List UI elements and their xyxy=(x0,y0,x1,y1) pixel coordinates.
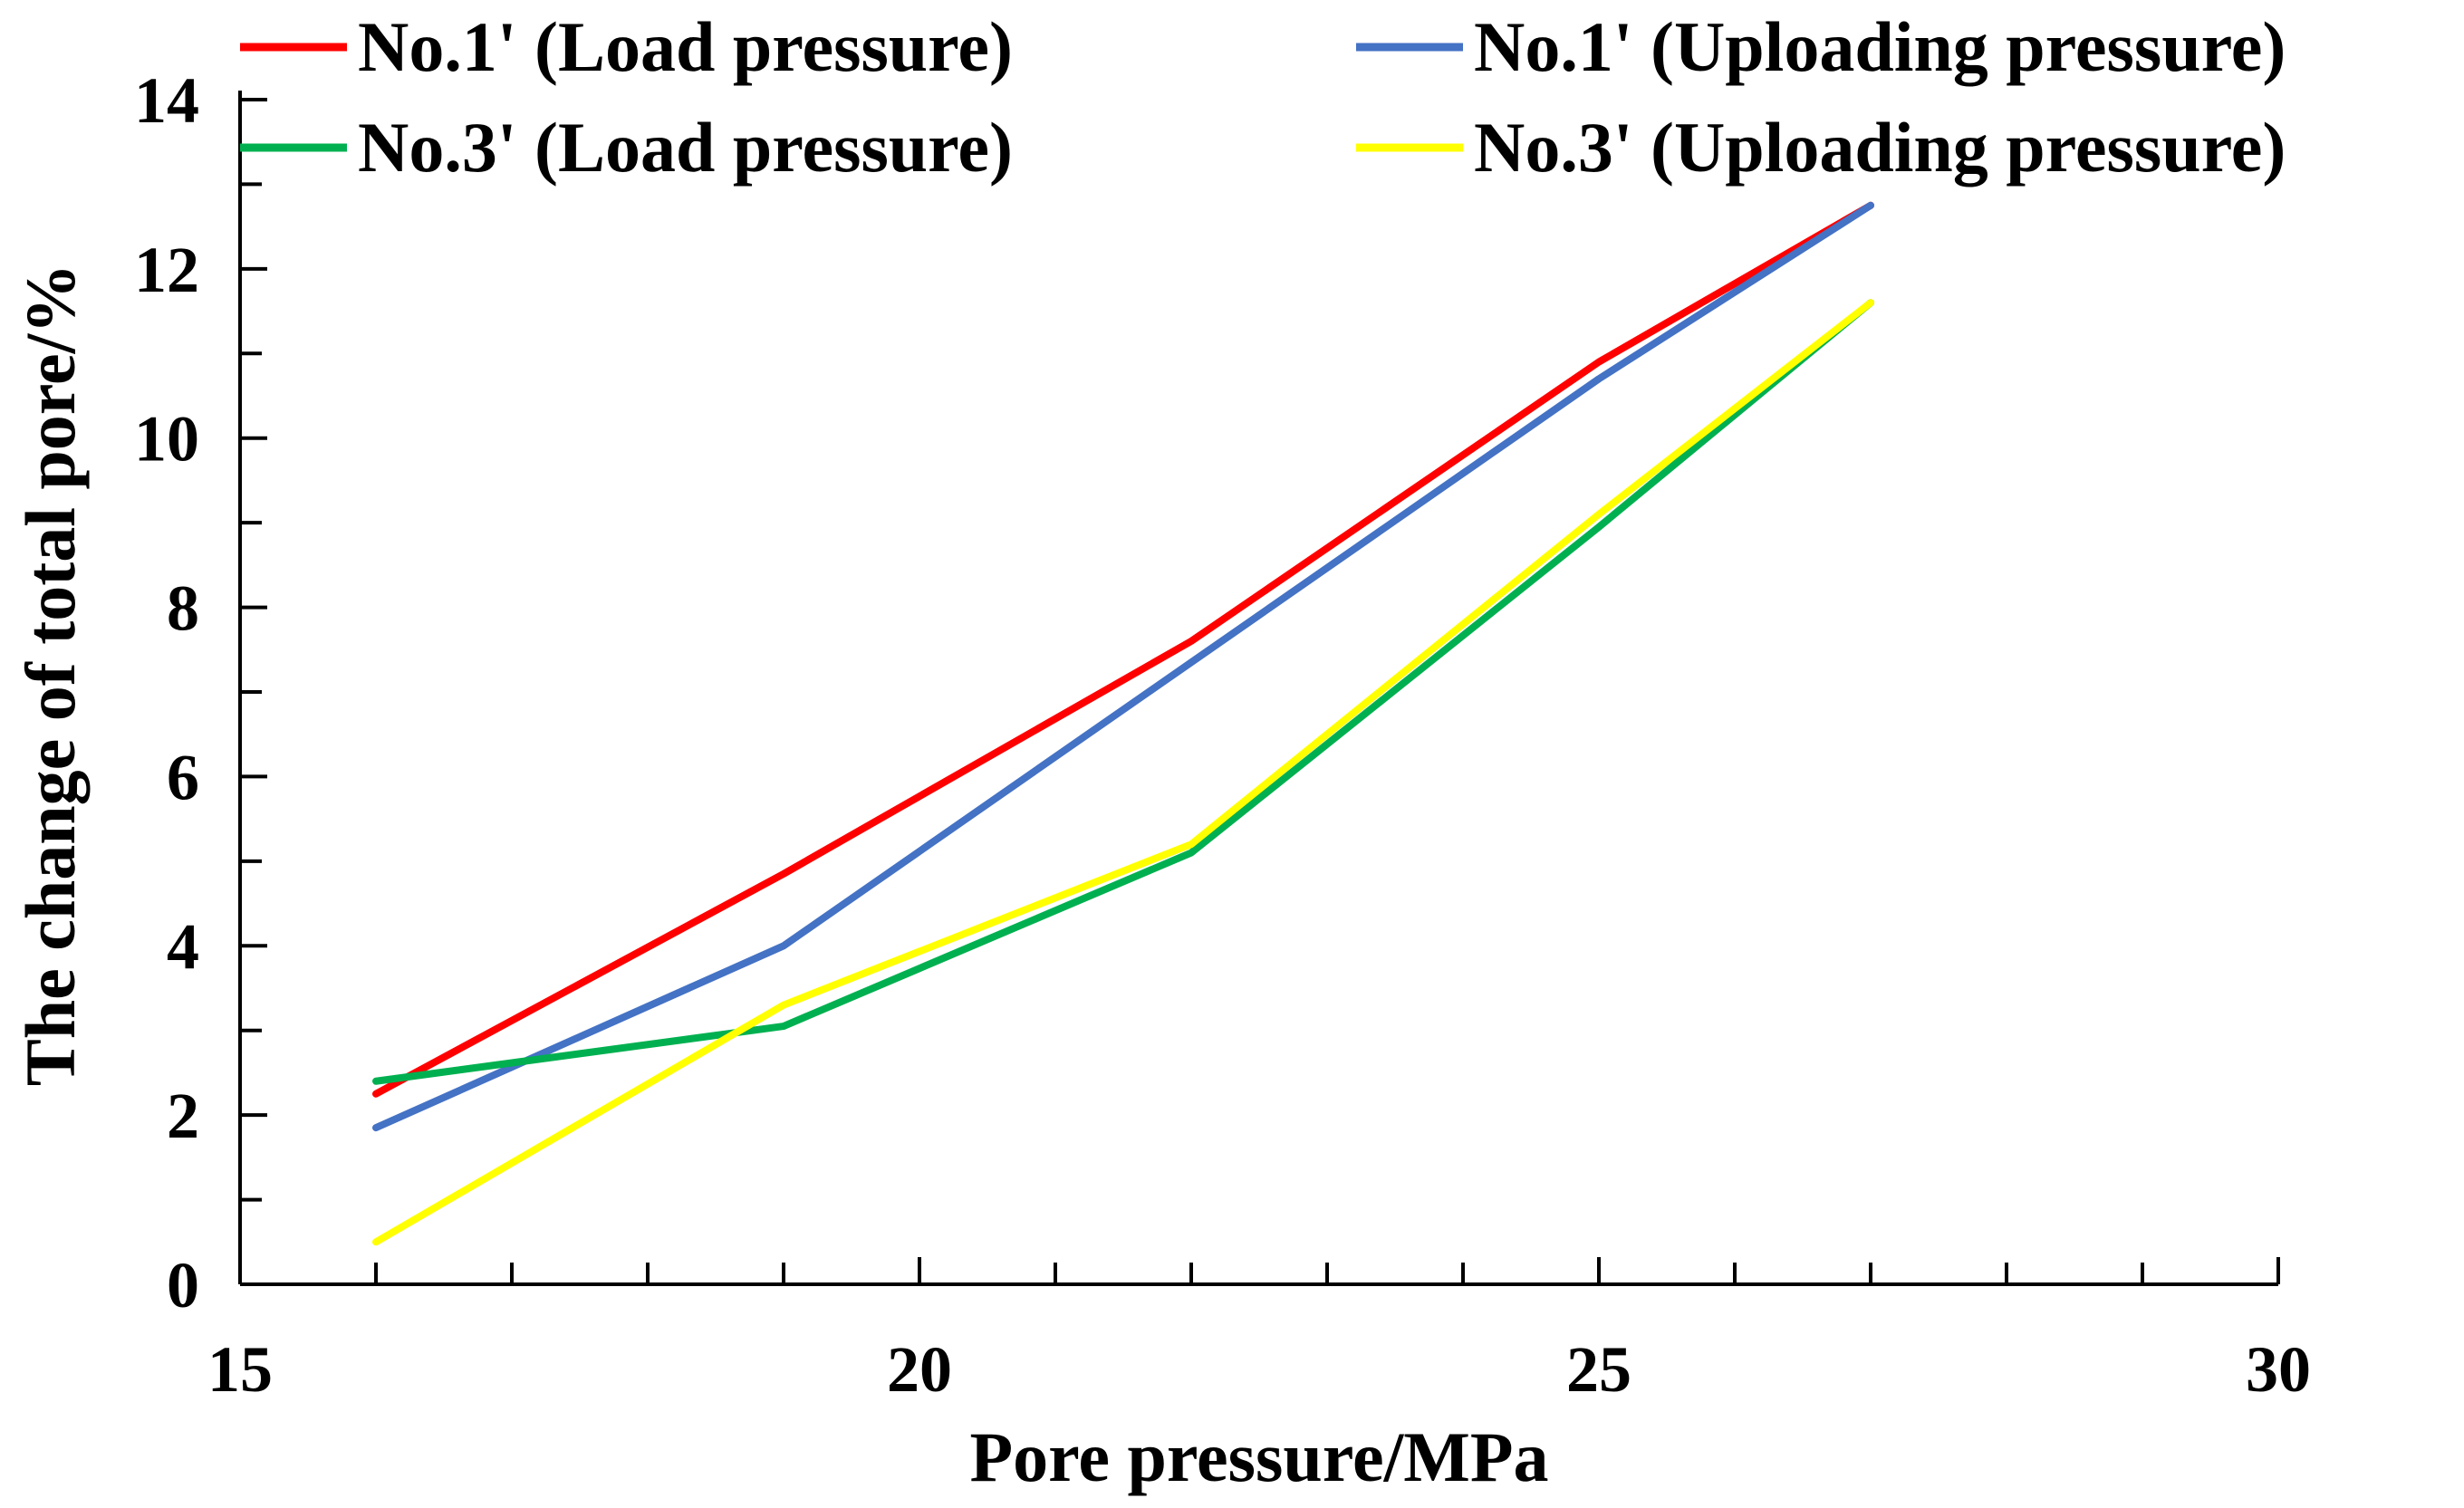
series-lines xyxy=(372,201,1874,1246)
series-3-point xyxy=(1598,526,1600,528)
series-4-point xyxy=(783,1004,784,1006)
series-4-point xyxy=(1598,514,1600,515)
series-1-point xyxy=(783,873,784,875)
x-axis-title: Pore pressure/MPa xyxy=(969,1417,1548,1496)
series-3-point xyxy=(375,1081,377,1082)
series-line-3 xyxy=(372,299,1874,1085)
x-tick-label: 20 xyxy=(887,1333,952,1406)
series-2-point xyxy=(783,945,784,946)
legend-label-3: No.3' (Load pressure) xyxy=(358,108,1013,187)
tick-labels: 15 20 25 30 0 2 4 6 8 10 12 14 xyxy=(134,64,2311,1406)
series-1-point xyxy=(1190,640,1192,642)
legend-label-1: No.1' (Load pressure) xyxy=(358,7,1013,86)
series-2-point xyxy=(1598,378,1600,379)
series-4-point xyxy=(375,1241,377,1243)
x-tick-label: 30 xyxy=(2246,1333,2311,1406)
y-axis-title: The change of total pore/% xyxy=(11,264,90,1087)
series-1-point xyxy=(1598,361,1600,363)
y-tick-label: 4 xyxy=(167,910,199,983)
series-3-point xyxy=(783,1025,784,1027)
y-tick-label: 14 xyxy=(134,64,199,137)
legend: No.1' (Load pressure) No.1' (Uploading p… xyxy=(240,7,2286,187)
x-tick-label: 25 xyxy=(1566,1333,1631,1406)
y-tick-label: 0 xyxy=(167,1249,199,1321)
y-tick-label: 10 xyxy=(134,403,199,475)
series-2-point xyxy=(375,1127,377,1129)
axes xyxy=(238,91,2280,1286)
series-2-point xyxy=(1190,661,1192,663)
legend-label-4: No.3' (Uploading pressure) xyxy=(1474,108,2286,187)
y-tick-label: 8 xyxy=(167,572,199,645)
y-tick-label: 12 xyxy=(134,234,199,306)
series-4-point xyxy=(1870,302,1872,303)
x-tick-label: 15 xyxy=(207,1333,273,1406)
y-tick-label: 2 xyxy=(167,1080,199,1152)
series-line-2 xyxy=(372,201,1874,1132)
series-2-point xyxy=(1870,205,1872,207)
y-tick-label: 6 xyxy=(167,741,199,813)
legend-label-2: No.1' (Uploading pressure) xyxy=(1474,7,2286,86)
series-3-point xyxy=(1190,852,1192,854)
series-1-point xyxy=(375,1093,377,1095)
series-line-1 xyxy=(372,201,1874,1098)
series-4-point xyxy=(1190,843,1192,845)
series-line-4 xyxy=(372,299,1874,1246)
